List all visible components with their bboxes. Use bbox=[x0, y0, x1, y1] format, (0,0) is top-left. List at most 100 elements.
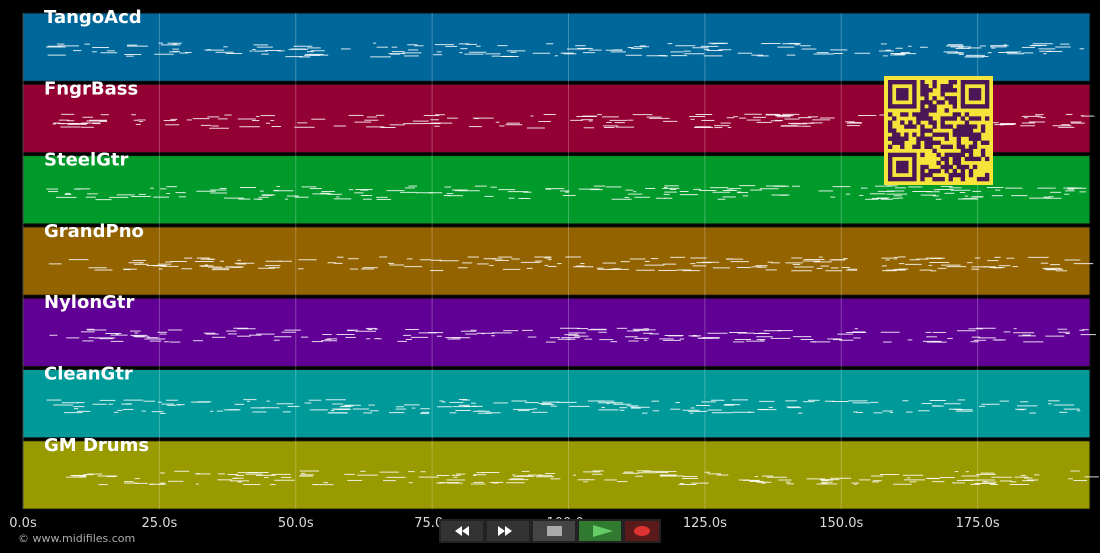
qr-cell bbox=[912, 172, 917, 178]
forward-button[interactable] bbox=[487, 521, 529, 541]
qr-cell bbox=[924, 136, 929, 141]
qr-cell bbox=[964, 124, 970, 129]
qr-cell bbox=[940, 176, 945, 182]
qr-cell bbox=[960, 80, 966, 85]
qr-cell bbox=[900, 104, 905, 109]
qr-cell bbox=[904, 132, 909, 137]
qr-cell bbox=[912, 144, 917, 149]
qr-cell bbox=[904, 104, 909, 109]
qr-cell bbox=[944, 132, 949, 137]
record-button[interactable] bbox=[625, 521, 659, 541]
qr-cell bbox=[972, 136, 978, 141]
qr-cell bbox=[904, 176, 909, 182]
qr-cell bbox=[984, 176, 990, 182]
qr-cell bbox=[932, 176, 937, 182]
qr-cell bbox=[896, 176, 901, 182]
qr-cell bbox=[948, 172, 953, 178]
play-button[interactable] bbox=[579, 521, 621, 541]
qr-cell bbox=[984, 140, 990, 145]
qr-cell bbox=[952, 172, 957, 178]
qr-cell bbox=[920, 132, 925, 137]
qr-cell bbox=[920, 92, 925, 97]
qr-cell bbox=[928, 136, 933, 141]
qr-cell bbox=[916, 140, 921, 145]
qr-cell bbox=[980, 140, 986, 145]
qr-cell bbox=[964, 164, 970, 170]
transport-controls bbox=[439, 519, 661, 543]
qr-cell bbox=[952, 104, 957, 109]
qr-cell bbox=[888, 168, 893, 174]
qr-cell bbox=[944, 156, 949, 162]
qr-cell bbox=[920, 88, 925, 93]
qr-cell bbox=[972, 116, 978, 121]
qr-cell bbox=[908, 104, 913, 109]
qr-cell bbox=[960, 164, 966, 170]
qr-cell bbox=[944, 88, 949, 93]
qr-cell bbox=[968, 156, 974, 162]
qr-cell bbox=[984, 88, 990, 93]
qr-cell bbox=[952, 112, 957, 117]
qr-cell bbox=[956, 164, 962, 170]
qr-cell bbox=[928, 128, 933, 133]
qr-cell bbox=[912, 104, 917, 109]
qr-cell bbox=[960, 152, 966, 158]
qr-cell bbox=[900, 160, 905, 166]
qr-cell bbox=[944, 136, 949, 141]
qr-cell bbox=[960, 96, 966, 101]
qr-cell bbox=[924, 140, 929, 145]
qr-cell bbox=[948, 124, 953, 129]
qr-cell bbox=[956, 140, 962, 145]
qr-cell bbox=[904, 136, 909, 141]
qr-cell bbox=[900, 112, 905, 117]
qr-cell bbox=[888, 152, 893, 158]
qr-cell bbox=[928, 120, 933, 125]
qr-cell bbox=[944, 108, 949, 113]
qr-cell bbox=[968, 172, 974, 178]
track-name: SteelGtr bbox=[44, 150, 129, 171]
qr-cell bbox=[888, 156, 893, 162]
qr-cell bbox=[920, 152, 925, 158]
qr-cell bbox=[944, 168, 949, 174]
qr-cell bbox=[972, 164, 978, 170]
qr-cell bbox=[956, 152, 962, 158]
qr-cell bbox=[960, 116, 966, 121]
qr-cell bbox=[972, 80, 978, 85]
qr-cell bbox=[952, 100, 957, 105]
qr-cell bbox=[984, 116, 990, 121]
qr-cell bbox=[980, 176, 986, 182]
qr-cell bbox=[904, 92, 909, 97]
qr-cell bbox=[944, 160, 949, 166]
qr-cell bbox=[888, 84, 893, 89]
qr-cell bbox=[944, 124, 949, 129]
qr-cell bbox=[932, 104, 937, 109]
qr-cell bbox=[912, 152, 917, 158]
qr-cell bbox=[912, 176, 917, 182]
qr-cell bbox=[924, 108, 929, 113]
qr-cell bbox=[984, 172, 990, 178]
qr-cell bbox=[968, 88, 974, 93]
qr-cell bbox=[952, 132, 957, 137]
qr-cell bbox=[976, 80, 982, 85]
qr-cell bbox=[896, 168, 901, 174]
qr-cell bbox=[920, 80, 925, 85]
qr-cell bbox=[924, 128, 929, 133]
qr-cell bbox=[892, 136, 897, 141]
qr-cell bbox=[912, 84, 917, 89]
qr-cell bbox=[972, 156, 978, 162]
qr-cell bbox=[948, 100, 953, 105]
qr-cell bbox=[932, 168, 937, 174]
qr-cell bbox=[892, 152, 897, 158]
qr-cell bbox=[904, 124, 909, 129]
qr-cell bbox=[920, 164, 925, 170]
qr-cell bbox=[900, 92, 905, 97]
rewind-button[interactable] bbox=[441, 521, 483, 541]
qr-cell bbox=[912, 92, 917, 97]
qr-cell bbox=[928, 108, 933, 113]
stop-button[interactable] bbox=[533, 521, 575, 541]
qr-cell bbox=[980, 128, 986, 133]
qr-cell bbox=[976, 104, 982, 109]
qr-cell bbox=[952, 116, 957, 121]
qr-cell bbox=[896, 104, 901, 109]
qr-cell bbox=[948, 116, 953, 121]
qr-cell bbox=[956, 128, 962, 133]
